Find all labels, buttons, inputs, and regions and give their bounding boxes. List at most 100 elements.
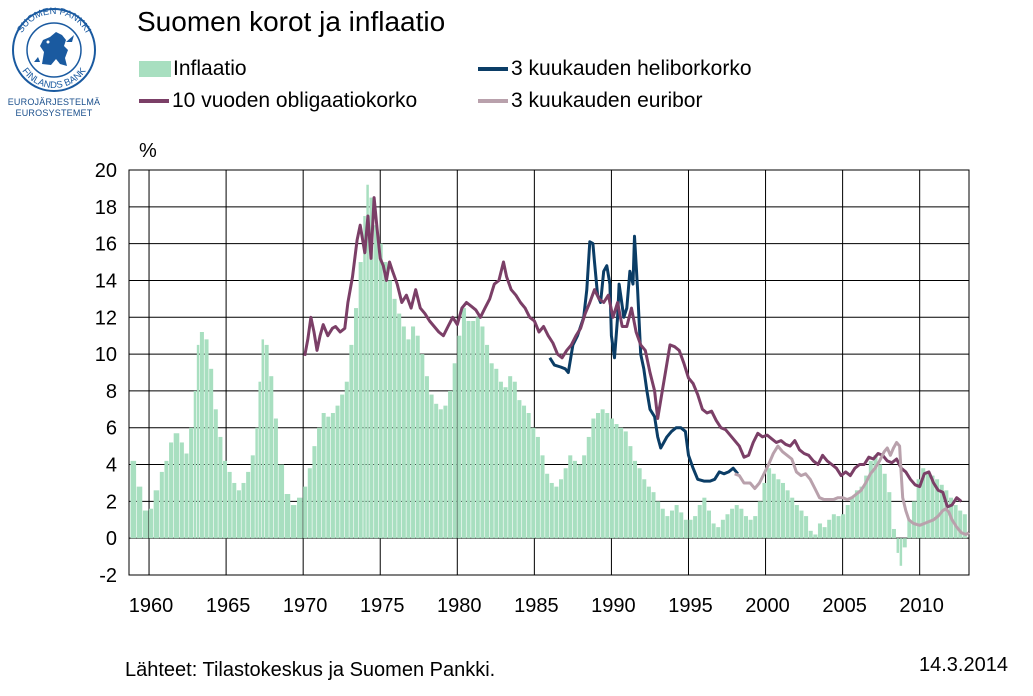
inflation-bar: [369, 197, 374, 539]
chart-title: Suomen korot ja inflaatio: [137, 6, 446, 37]
bank-logo: SUOMEN PANKKI FINLANDS BANK EUROJÄRJESTE…: [4, 2, 104, 120]
inflation-bar: [734, 505, 739, 539]
inflation-bar: [255, 427, 258, 539]
inflation-bar: [199, 332, 204, 539]
inflation-bar: [535, 436, 540, 539]
inflation-bar: [962, 514, 967, 539]
inflation-bar: [335, 405, 340, 539]
inflation-bar: [790, 497, 795, 539]
inflation-bar: [378, 243, 383, 539]
inflation-bar: [822, 527, 827, 539]
inflation-bar: [406, 339, 411, 539]
inflation-bar: [397, 313, 402, 539]
x-tick-label: 1985: [514, 595, 559, 617]
inflation-bar: [284, 494, 291, 539]
inflation-bar: [730, 508, 735, 539]
y-tick-label: -2: [99, 565, 117, 587]
inflation-bar: [136, 486, 143, 539]
inflation-bar: [873, 455, 878, 539]
x-tick-label: 1990: [591, 595, 636, 617]
inflation-bar: [642, 479, 647, 539]
inflation-bar: [193, 390, 197, 539]
inflation-bar: [813, 534, 818, 539]
inflation-bar: [808, 530, 813, 539]
logo-caption-2: EUROSYSTEMET: [15, 108, 93, 118]
y-tick-label: 12: [95, 307, 117, 329]
inflation-bar: [637, 468, 642, 539]
inflation-bar: [841, 514, 846, 539]
inflation-bar: [739, 508, 744, 539]
inflation-bar: [383, 262, 388, 539]
inflation-bar: [363, 216, 366, 539]
y-tick-label: 2: [106, 491, 117, 513]
inflation-bar: [273, 418, 278, 539]
legend-item-euribor: 3 kuukauden euribor: [478, 89, 702, 113]
x-tick-label: 2010: [899, 595, 944, 617]
legend-item-helibor: 3 kuukauden heliborkorko: [478, 57, 752, 81]
inflation-bar: [213, 409, 218, 539]
legend-label-bond: 10 vuoden obligaatiokorko: [172, 89, 418, 112]
inflation-bar: [297, 497, 303, 539]
inflation-bar: [392, 298, 397, 539]
inflation-bar: [246, 471, 251, 539]
inflation-bar: [706, 510, 712, 539]
inflation-bar: [891, 528, 896, 539]
inflation-bar: [804, 516, 809, 539]
inflation-bar: [258, 381, 261, 539]
inflation-bar: [665, 516, 670, 539]
inflation-bar: [628, 446, 633, 539]
inflation-bar: [232, 482, 237, 539]
x-tick-label: 2005: [822, 595, 867, 617]
inflation-bar: [605, 413, 610, 539]
inflation-bar: [326, 416, 331, 539]
inflation-bar: [241, 482, 246, 539]
bond-yield-line: [303, 196, 963, 509]
inflation-bar: [757, 501, 762, 539]
x-tick-label: 1970: [283, 595, 328, 617]
inflation-bar: [443, 405, 448, 539]
legend-label-helibor: 3 kuukauden heliborkorko: [511, 57, 752, 80]
inflation-bar: [429, 394, 434, 539]
inflation-bar: [559, 479, 564, 539]
inflation-bar: [925, 471, 930, 539]
inflation-bar: [850, 497, 855, 539]
inflation-bar: [489, 363, 494, 539]
inflation-bar: [264, 344, 269, 539]
inflation-bar: [448, 390, 453, 539]
inflation-bar: [142, 510, 149, 539]
inflation-bar: [227, 471, 232, 539]
inflation-bar: [317, 427, 322, 539]
inflation-bar: [545, 473, 550, 539]
inflation-bar: [907, 519, 912, 539]
inflation-bar: [475, 317, 480, 539]
inflation-bar: [859, 486, 864, 539]
inflation-bar: [503, 387, 508, 539]
legend-label-euribor: 3 kuukauden euribor: [511, 89, 703, 112]
inflation-bar: [531, 427, 536, 539]
inflation-bar: [716, 527, 721, 539]
inflation-bar: [646, 486, 651, 539]
inflation-bar: [452, 363, 457, 539]
inflation-bar: [660, 508, 665, 539]
inflation-bar: [278, 464, 285, 539]
inflation-bar: [366, 184, 369, 539]
y-tick-label: 16: [95, 234, 117, 256]
lion-seal-icon: SUOMEN PANKKI FINLANDS BANK: [12, 6, 96, 92]
inflation-bar: [184, 453, 189, 539]
inflation-bar: [679, 512, 684, 539]
inflation-bar: [415, 335, 420, 539]
legend-item-inflation: Inflaatio: [139, 57, 247, 81]
y-tick-label: 18: [95, 197, 117, 219]
y-unit-label: %: [139, 140, 157, 162]
inflation-bar: [471, 320, 476, 539]
legend-swatch-bond: [139, 99, 169, 103]
inflation-bar: [878, 464, 883, 539]
inflation-bar: [633, 460, 638, 539]
inflation-bar: [554, 486, 559, 539]
inflation-bar: [600, 409, 605, 539]
inflation-bar: [189, 427, 194, 539]
inflation-bar: [466, 320, 471, 539]
inflation-bar: [434, 403, 439, 539]
inflation-bar: [711, 523, 716, 539]
inflation-bar: [899, 538, 903, 566]
